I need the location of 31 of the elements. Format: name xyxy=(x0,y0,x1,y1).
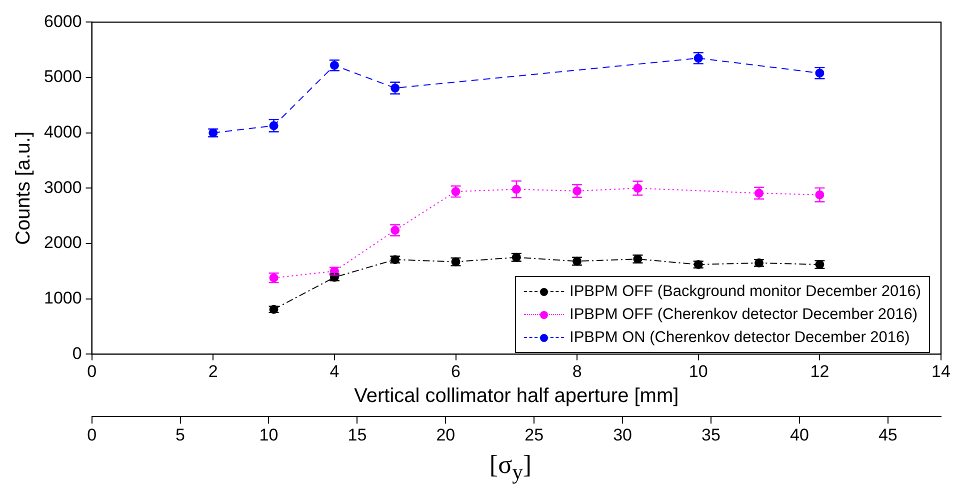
y-axis-title: Counts [a.u.] xyxy=(12,131,35,245)
x2-tick-label: 25 xyxy=(524,425,544,444)
x2-tick-label: 0 xyxy=(87,425,97,444)
legend-label: IPBPM ON (Cherenkov detector December 2016) xyxy=(570,328,910,348)
x-tick-label: 2 xyxy=(208,362,218,382)
x-tick-label: 14 xyxy=(932,362,950,382)
y-tick-label: 5000 xyxy=(44,67,82,86)
x2-tick-label: 15 xyxy=(348,425,367,444)
x-tick-label: 6 xyxy=(451,362,460,382)
x-tick-label: 0 xyxy=(87,362,97,382)
x2-tick-label: 20 xyxy=(436,425,456,444)
y-tick-label: 6000 xyxy=(44,12,82,31)
x2-tick-label: 35 xyxy=(702,425,720,444)
x-tick-label: 4 xyxy=(330,362,340,382)
x-tick-label: 12 xyxy=(810,362,830,382)
x-tick-label: 8 xyxy=(572,362,582,382)
x2-tick-label: 10 xyxy=(259,425,278,444)
x2-axis-title: [σ$_{y}$] xyxy=(488,450,533,486)
legend-label: IPBPM OFF (Background monitor December 2016) xyxy=(570,282,921,302)
x2-tick-label: 30 xyxy=(613,425,632,444)
x-axis-title: Vertical collimator half aperture [mm] xyxy=(354,385,679,408)
y-tick-label: 3000 xyxy=(44,178,82,197)
y-tick-label: 0 xyxy=(72,344,82,363)
x2-tick-label: 40 xyxy=(790,425,809,444)
y-tick-label: 2000 xyxy=(44,233,82,252)
x2-tick-label: 45 xyxy=(878,425,898,444)
legend-label: IPBPM OFF (Cherenkov detector December 2016) xyxy=(570,305,918,325)
y-tick-label: 1000 xyxy=(44,288,82,308)
y-tick-label: 4000 xyxy=(44,122,82,142)
x-tick-label: 10 xyxy=(688,362,708,382)
x2-tick-label: 5 xyxy=(176,425,186,444)
